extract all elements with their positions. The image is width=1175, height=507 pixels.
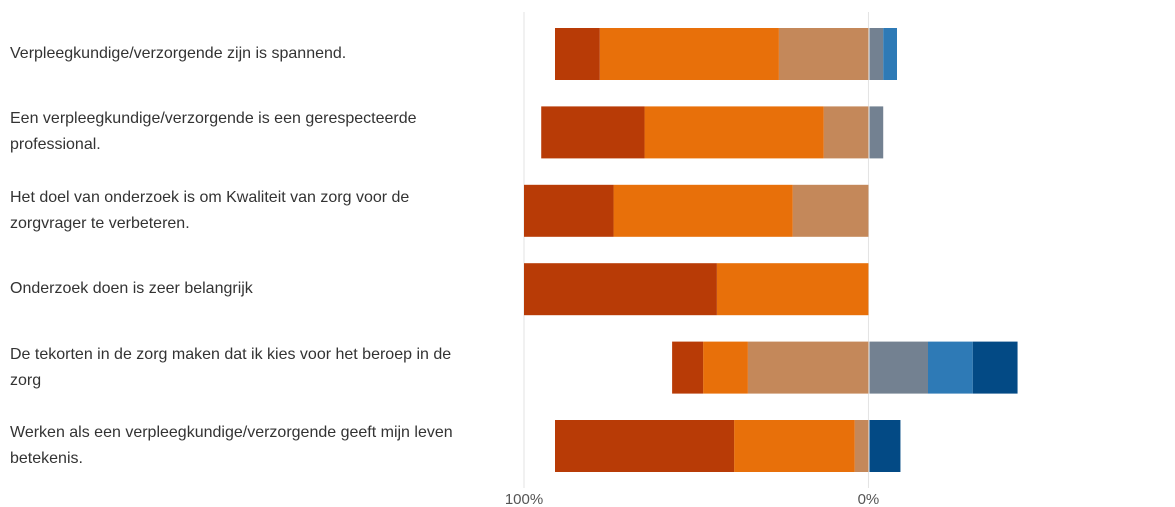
bar-segment bbox=[672, 341, 704, 394]
x-tick-label: 0% bbox=[858, 491, 880, 507]
category-label: Het doel van onderzoek is om Kwaliteit v… bbox=[10, 188, 410, 232]
bar-segment bbox=[747, 341, 869, 394]
category-label: Werken als een verpleegkundige/verzorgen… bbox=[10, 424, 453, 467]
bar-segment bbox=[541, 106, 645, 159]
category-label: Verpleegkundige/verzorgende zijn is span… bbox=[10, 45, 347, 62]
bar-segment bbox=[869, 420, 901, 472]
bar-segment bbox=[716, 263, 869, 316]
bar-segment bbox=[854, 420, 869, 472]
bar-segment bbox=[555, 420, 735, 472]
bar-segment bbox=[644, 106, 824, 159]
x-tick-label: 100% bbox=[505, 491, 543, 507]
category-label: Onderzoek doen is zeer belangrijk bbox=[10, 280, 253, 298]
bar-segment bbox=[613, 184, 793, 237]
bar-segment bbox=[869, 106, 884, 159]
bar-segment bbox=[883, 28, 897, 80]
bar-segment bbox=[524, 263, 717, 316]
bar-segment bbox=[555, 28, 600, 80]
bar-segment bbox=[524, 184, 614, 237]
bar-segment bbox=[792, 184, 869, 237]
bar-segment bbox=[703, 341, 748, 394]
bar-segment bbox=[778, 28, 869, 80]
category-label: Een verpleegkundige/verzorgende is een g… bbox=[10, 110, 417, 154]
bar-segment bbox=[734, 420, 855, 472]
bar-segment bbox=[928, 341, 973, 394]
bar-segment bbox=[869, 341, 928, 394]
bar-segment bbox=[599, 28, 779, 80]
category-label: De tekorten in de zorg maken dat ik kies… bbox=[10, 345, 452, 389]
bar-segment bbox=[823, 106, 869, 159]
bar-segment bbox=[869, 28, 884, 80]
bar-segment bbox=[972, 341, 1018, 394]
